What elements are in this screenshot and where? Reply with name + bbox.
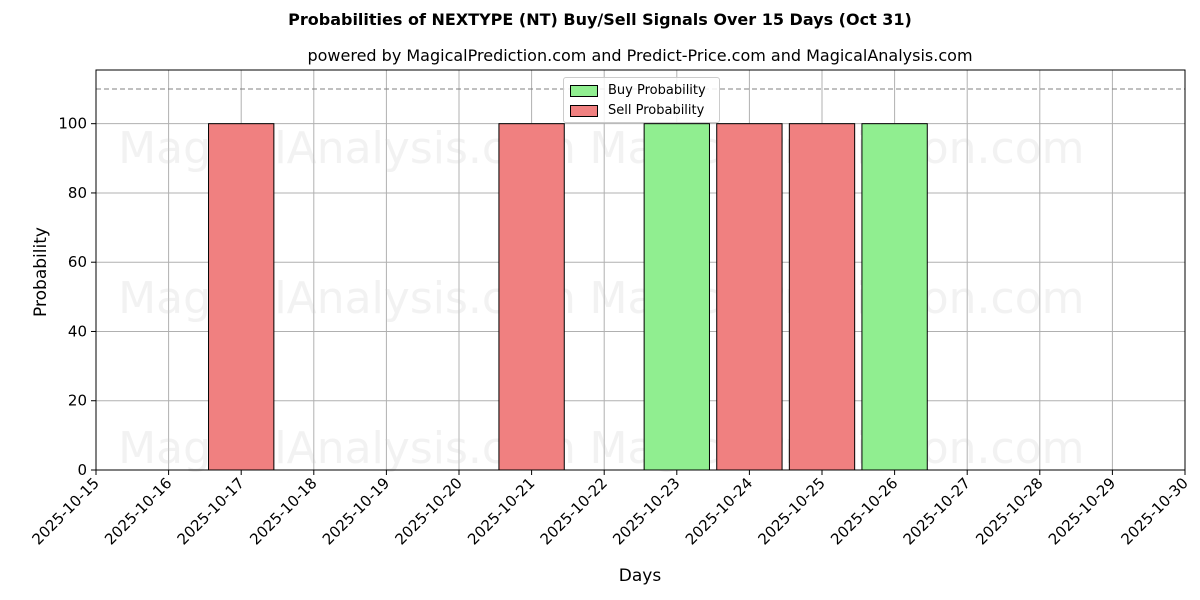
x-axis-label: Days — [619, 566, 662, 586]
sell-bar — [208, 123, 275, 471]
x-tick-label: 2025-10-24 — [682, 474, 756, 548]
legend-item-buy: Buy Probability — [570, 83, 706, 98]
x-tick-label: 2025-10-17 — [174, 474, 248, 548]
sell-bar — [498, 123, 565, 471]
legend-buy-label: Buy Probability — [608, 83, 706, 98]
y-axis-label: Probability — [31, 227, 51, 317]
legend: Buy Probability Sell Probability — [563, 77, 720, 123]
chart-subtitle: powered by MagicalPrediction.com and Pre… — [307, 46, 973, 65]
x-tick-label: 2025-10-19 — [319, 474, 393, 548]
legend-sell-label: Sell Probability — [608, 103, 705, 118]
x-tick-label: 2025-10-18 — [246, 474, 320, 548]
y-tick-label: 80 — [68, 184, 87, 202]
sell-bar — [788, 123, 856, 471]
y-tick-label: 100 — [58, 115, 87, 133]
x-tick-label: 2025-10-23 — [609, 474, 683, 548]
x-tick-label: 2025-10-29 — [1045, 474, 1119, 548]
y-tick-label: 0 — [77, 461, 87, 479]
legend-item-sell: Sell Probability — [570, 103, 704, 118]
x-tick-label: 2025-10-27 — [900, 474, 974, 548]
y-tick-label: 40 — [68, 322, 87, 340]
x-tick-label: 2025-10-16 — [101, 474, 175, 548]
x-tick-label: 2025-10-20 — [391, 474, 465, 548]
x-tick-label: 2025-10-28 — [972, 474, 1046, 548]
buy-swatch-icon — [570, 84, 598, 97]
x-tick-label: 2025-10-25 — [754, 474, 828, 548]
y-tick-label: 60 — [68, 253, 87, 271]
x-tick-label: 2025-10-22 — [537, 474, 611, 548]
sell-bar — [716, 123, 783, 471]
x-tick-label: 2025-10-21 — [464, 474, 538, 548]
sell-swatch-icon — [570, 104, 598, 117]
chart-title: Probabilities of NEXTYPE (NT) Buy/Sell S… — [288, 10, 912, 29]
x-tick-label: 2025-10-15 — [28, 474, 102, 548]
buy-bar — [643, 123, 710, 471]
y-tick-label: 20 — [68, 392, 87, 410]
x-tick-label: 2025-10-26 — [827, 474, 901, 548]
plot-frame — [95, 69, 1186, 471]
buy-bar — [861, 123, 928, 471]
x-tick-label: 2025-10-30 — [1117, 474, 1191, 548]
